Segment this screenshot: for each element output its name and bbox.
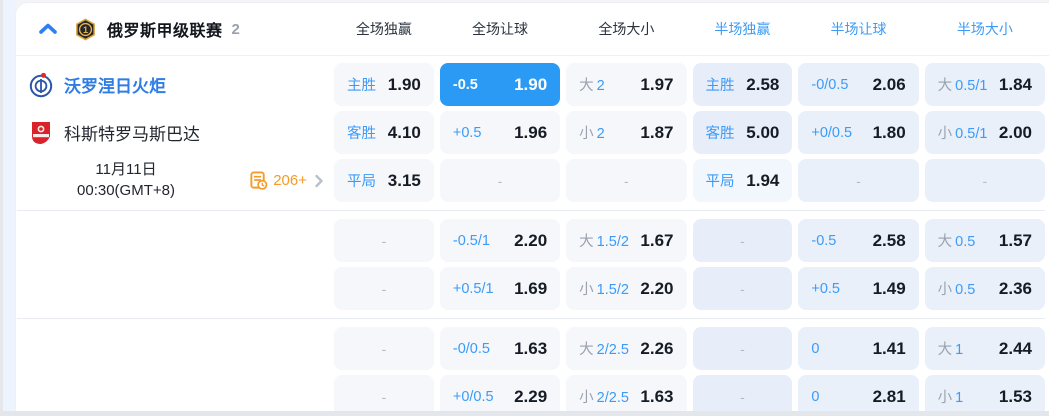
away-team: 科斯特罗马斯巴达	[16, 111, 334, 154]
markets-count-icon	[250, 171, 268, 190]
odds-cell-empty: -	[334, 267, 434, 310]
more-markets-count: 206+	[273, 172, 307, 189]
home-team: 沃罗涅日火炬	[16, 63, 334, 106]
odds-cell-ht-under[interactable]: 小 0.5/1 2.00	[924, 111, 1045, 154]
league-title: 俄罗斯甲级联赛	[107, 23, 223, 40]
column-header-fulltime-overunder: 全场大小	[598, 21, 655, 37]
odds-cell-empty: -	[692, 375, 793, 411]
odds-cell-ht-over-alt1[interactable]: 大 0.5 1.57	[924, 219, 1045, 262]
odds-cell-empty: -	[692, 267, 793, 310]
column-header-halftime-1x2: 半场独赢	[714, 21, 771, 37]
odds-cell-ft-under-alt1[interactable]: 小 1.5/2 2.20	[566, 267, 687, 310]
odds-cell-ft-handicap-away[interactable]: +0.5 1.96	[439, 111, 561, 154]
odds-cell-ft-over-alt1[interactable]: 大 1.5/2 1.67	[566, 219, 687, 262]
odds-cell-empty: -	[566, 159, 687, 202]
column-header-fulltime-handicap: 全场让球	[472, 21, 529, 37]
odds-cell-ft-over-alt2[interactable]: 大 2/2.5 2.26	[566, 327, 687, 370]
svg-text:1: 1	[83, 24, 88, 34]
league-badge-icon: 1	[74, 18, 97, 41]
odds-cell-ft-handicap-alt2-away[interactable]: +0/0.5 2.29	[439, 375, 561, 411]
odds-cell-empty: -	[692, 327, 793, 370]
home-team-logo-icon	[28, 72, 54, 98]
odds-cell-ht-handicap-alt2-home[interactable]: 0 1.41	[798, 327, 919, 370]
odds-cell-empty: -	[334, 375, 434, 411]
odds-cell-ht-handicap-alt2-away[interactable]: 0 2.81	[798, 375, 919, 411]
odds-cell-empty: -	[924, 159, 1045, 202]
odds-cell-ft-handicap-alt1-away[interactable]: +0.5/1 1.69	[439, 267, 561, 310]
odds-cell-empty: -	[692, 219, 793, 262]
match-info: 11月11日 00:30(GMT+8) 206+	[16, 159, 334, 202]
match-time: 00:30(GMT+8)	[77, 181, 175, 199]
column-header-halftime-overunder: 半场大小	[956, 21, 1013, 37]
home-team-name: 沃罗涅日火炬	[64, 77, 166, 96]
group-divider	[17, 318, 1045, 319]
away-team-name: 科斯特罗马斯巴达	[64, 125, 200, 144]
odds-cell-ft-handicap-alt2-home[interactable]: -0/0.5 1.63	[439, 327, 561, 370]
table-row-draw: 11月11日 00:30(GMT+8) 206+	[16, 159, 1045, 202]
odds-cell-ft-handicap-alt1-home[interactable]: -0.5/1 2.20	[439, 219, 561, 262]
odds-cell-ht1x2-draw[interactable]: 平局 1.94	[692, 159, 793, 202]
bottom-divider	[0, 411, 1049, 416]
odds-cell-empty: -	[439, 159, 561, 202]
collapse-button[interactable]	[38, 22, 58, 36]
group-divider	[17, 210, 1045, 211]
league-header: 1 俄罗斯甲级联赛 2 全场独赢 全场让球 全场大小 半场独赢 半场让球 半场大…	[16, 3, 1049, 56]
left-rail	[0, 0, 16, 416]
odds-cell-ht1x2-home[interactable]: 主胜 2.58	[692, 63, 793, 106]
odds-cell-ht-handicap-home[interactable]: -0/0.5 2.06	[798, 63, 919, 106]
odds-cell-ht-handicap-alt1-home[interactable]: -0.5 2.58	[798, 219, 919, 262]
odds-cell-ht1x2-away[interactable]: 客胜 5.00	[692, 111, 793, 154]
odds-cell-ft1x2-home[interactable]: 主胜 1.90	[334, 63, 434, 106]
league-header-left: 1 俄罗斯甲级联赛 2	[16, 17, 334, 41]
league-card: 1 俄罗斯甲级联赛 2 全场独赢 全场让球 全场大小 半场独赢 半场让球 半场大…	[16, 3, 1049, 411]
odds-cell-ft1x2-away[interactable]: 客胜 4.10	[334, 111, 434, 154]
odds-cell-ft-under-alt2[interactable]: 小 2/2.5 1.63	[566, 375, 687, 411]
odds-cell-empty: -	[798, 159, 919, 202]
chevron-right-icon	[314, 174, 324, 188]
odds-cell-empty: -	[334, 219, 434, 262]
away-team-logo-icon	[28, 120, 54, 146]
column-header-fulltime-1x2: 全场独赢	[355, 21, 412, 37]
odds-cell-ht-handicap-away[interactable]: +0/0.5 1.80	[798, 111, 919, 154]
market-column-headers: 全场独赢 全场让球 全场大小 半场独赢 半场让球 半场大小	[334, 19, 1045, 39]
odds-cell-ht-over[interactable]: 大 0.5/1 1.84	[924, 63, 1045, 106]
match-datetime: 11月11日 00:30(GMT+8)	[28, 160, 224, 201]
column-header-halftime-handicap: 半场让球	[830, 21, 887, 37]
odds-cell-ht-under-alt1[interactable]: 小 0.5 2.36	[924, 267, 1045, 310]
odds-cell-ft-handicap-home-selected[interactable]: -0.5 1.90	[439, 63, 561, 106]
more-markets-link[interactable]: 206+	[249, 171, 324, 190]
odds-cell-ht-handicap-alt1-away[interactable]: +0.5 1.49	[798, 267, 919, 310]
odds-cell-ft1x2-draw[interactable]: 平局 3.15	[334, 159, 434, 202]
chevron-up-icon	[39, 23, 57, 34]
match-date: 11月11日	[95, 161, 157, 179]
odds-cell-empty: -	[334, 327, 434, 370]
league-match-count: 2	[231, 20, 240, 38]
